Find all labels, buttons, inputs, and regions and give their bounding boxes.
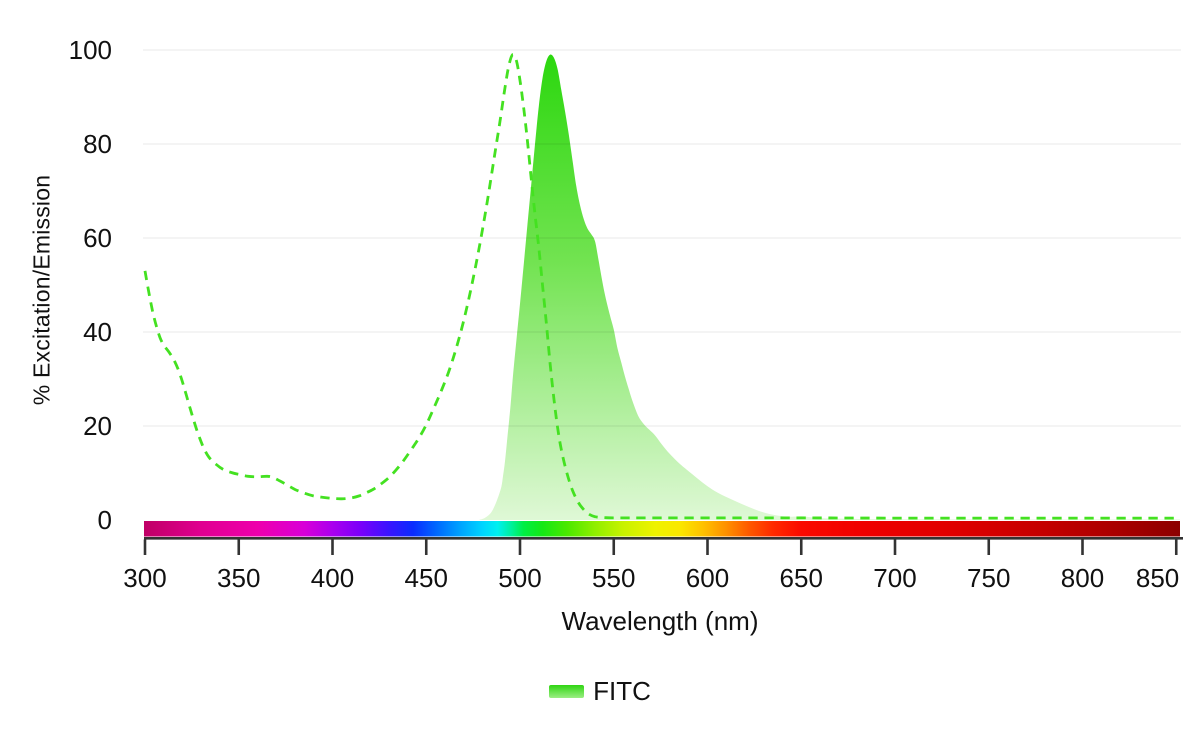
legend-item-fitc[interactable]: FITC xyxy=(549,676,651,707)
x-tick-label: 700 xyxy=(873,563,916,593)
y-tick-label: 0 xyxy=(98,505,112,535)
y-axis-title: % Excitation/Emission xyxy=(28,174,55,406)
x-tick-label: 650 xyxy=(780,563,823,593)
wavelength-colorbar xyxy=(144,521,1180,537)
x-tick-label: 400 xyxy=(311,563,354,593)
y-tick-label: 80 xyxy=(83,129,112,159)
x-tick-label: 600 xyxy=(686,563,729,593)
y-tick-label: 40 xyxy=(83,317,112,347)
x-tick-label: 350 xyxy=(217,563,260,593)
x-tick-label: 450 xyxy=(405,563,448,593)
y-tick-label: 60 xyxy=(83,223,112,253)
legend-label: FITC xyxy=(593,675,651,706)
x-tick-label: 800 xyxy=(1061,563,1104,593)
x-axis-title: Wavelength (nm) xyxy=(561,606,759,636)
y-tick-label: 100 xyxy=(69,35,112,65)
excitation-curve xyxy=(143,53,1180,520)
x-tick-label: 500 xyxy=(498,563,541,593)
emission-area xyxy=(478,54,1180,520)
x-tick-label: 750 xyxy=(967,563,1010,593)
legend-swatch-icon xyxy=(549,684,585,698)
x-tick-label: 300 xyxy=(123,563,166,593)
x-tick-label: 550 xyxy=(592,563,635,593)
legend: FITC xyxy=(0,672,1200,710)
y-tick-label: 20 xyxy=(83,411,112,441)
x-tick-label: 850 xyxy=(1136,563,1179,593)
